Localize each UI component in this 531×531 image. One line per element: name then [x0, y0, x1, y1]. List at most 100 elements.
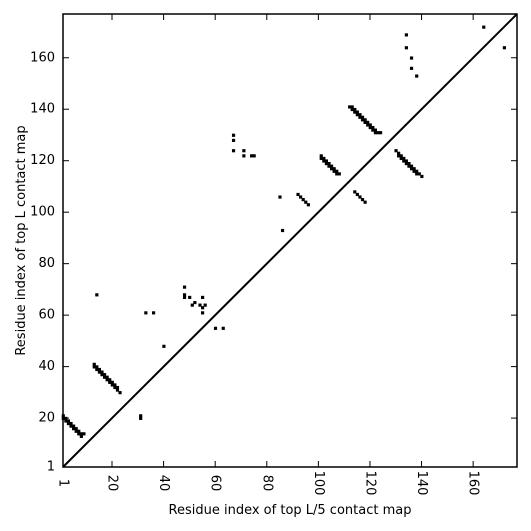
contact-point-lower [360, 115, 365, 119]
contact-point-lower [97, 367, 102, 372]
contact-point-lower [407, 161, 411, 166]
contact-point-upper [201, 295, 205, 300]
contact-point-lower [402, 159, 406, 163]
contact-point-upper [95, 293, 99, 297]
y-tick-label: 40 [38, 359, 55, 374]
contact-point-upper [404, 33, 408, 37]
contact-point-lower [110, 383, 114, 387]
contact-point-upper [182, 285, 187, 289]
contact-point-lower [105, 378, 109, 382]
contact-point-upper [242, 149, 246, 153]
contact-point-lower [97, 370, 102, 374]
contact-point-upper [242, 154, 246, 158]
contact-point-lower [113, 383, 117, 387]
contact-point-lower [417, 172, 421, 176]
contact-point-upper [415, 74, 419, 78]
contact-point-lower [115, 388, 120, 392]
x-tick-label: 160 [466, 471, 481, 496]
contact-point-lower [353, 107, 357, 112]
contact-point-lower [378, 131, 383, 135]
contact-point-lower [350, 105, 354, 109]
contact-point-lower [404, 159, 408, 163]
contact-point-lower [335, 169, 339, 173]
contact-point-upper [144, 311, 148, 315]
contact-point-upper [182, 295, 187, 300]
contact-point-lower [348, 105, 352, 109]
contact-point-lower [420, 174, 424, 179]
contact-point-lower [394, 149, 398, 153]
contact-point-lower [324, 159, 329, 163]
contact-point-lower [366, 123, 370, 127]
contact-point-lower [415, 169, 419, 173]
contact-point-lower [102, 375, 107, 379]
contact-point-lower [188, 295, 192, 300]
contact-point-upper [231, 138, 236, 143]
contact-point-lower [105, 375, 109, 379]
contact-point-lower [66, 421, 71, 426]
contact-point-lower [363, 118, 367, 122]
contact-point-lower [412, 167, 416, 171]
contact-point-lower [355, 110, 359, 114]
contact-point-lower [332, 167, 336, 171]
x-tick-label: 80 [259, 475, 274, 492]
contact-point-upper [231, 149, 236, 153]
contact-point-lower [102, 373, 107, 377]
contact-point-lower [358, 115, 362, 119]
contact-point-upper [409, 56, 414, 60]
y-tick-label: 60 [38, 308, 55, 323]
y-tick-label: 1 [47, 460, 55, 475]
contact-point-lower [373, 131, 378, 135]
contact-point-lower [397, 151, 401, 155]
contact-point-upper [482, 25, 486, 29]
contact-point-lower [409, 167, 414, 171]
contact-point-upper [213, 326, 218, 330]
contact-point-upper [502, 46, 506, 50]
contact-point-upper [404, 46, 408, 50]
contact-point-lower [301, 198, 305, 202]
data-points [61, 25, 506, 439]
contact-point-lower [329, 167, 334, 171]
contact-point-lower [77, 429, 81, 433]
contact-point-lower [358, 113, 362, 117]
contact-point-lower [404, 161, 408, 166]
x-tick-label: 120 [362, 471, 377, 496]
y-tick-label: 20 [38, 411, 55, 426]
contact-point-upper [203, 303, 207, 307]
contact-point-lower [74, 429, 78, 433]
contact-point-lower [337, 172, 341, 176]
contact-point-lower [198, 303, 202, 307]
contact-point-upper [363, 200, 367, 204]
contact-point-lower [193, 300, 197, 305]
contact-point-lower [335, 172, 339, 176]
y-tick-label: 100 [30, 205, 55, 220]
contact-point-lower [113, 385, 117, 390]
contact-point-lower [72, 424, 76, 428]
contact-point-lower [92, 362, 96, 366]
contact-point-upper [162, 344, 166, 348]
contact-point-lower [69, 424, 73, 428]
y-tick-label: 120 [30, 153, 55, 168]
contact-point-lower [201, 306, 205, 310]
contact-point-lower [415, 172, 419, 176]
contact-point-lower [95, 367, 99, 372]
contact-point-lower [324, 161, 329, 166]
contact-point-lower [92, 365, 96, 369]
contact-point-lower [358, 195, 362, 199]
y-tick-label: 80 [38, 256, 55, 271]
contact-point-lower [74, 427, 78, 431]
y-tick-label: 160 [30, 50, 55, 65]
contact-point-upper [190, 303, 194, 307]
contact-point-lower [319, 156, 323, 161]
plot-frame [62, 13, 518, 468]
contact-point-lower [139, 416, 143, 420]
contact-point-lower [299, 195, 303, 199]
contact-point-lower [66, 419, 71, 423]
y-axis-label: Residue index of top L contact map [14, 125, 29, 355]
x-tick-label: 60 [208, 475, 223, 492]
contact-point-lower [355, 192, 359, 197]
x-tick-label: 40 [156, 475, 171, 492]
contact-point-lower [79, 434, 83, 439]
contact-point-upper [409, 66, 414, 70]
contact-point-lower [115, 385, 120, 390]
